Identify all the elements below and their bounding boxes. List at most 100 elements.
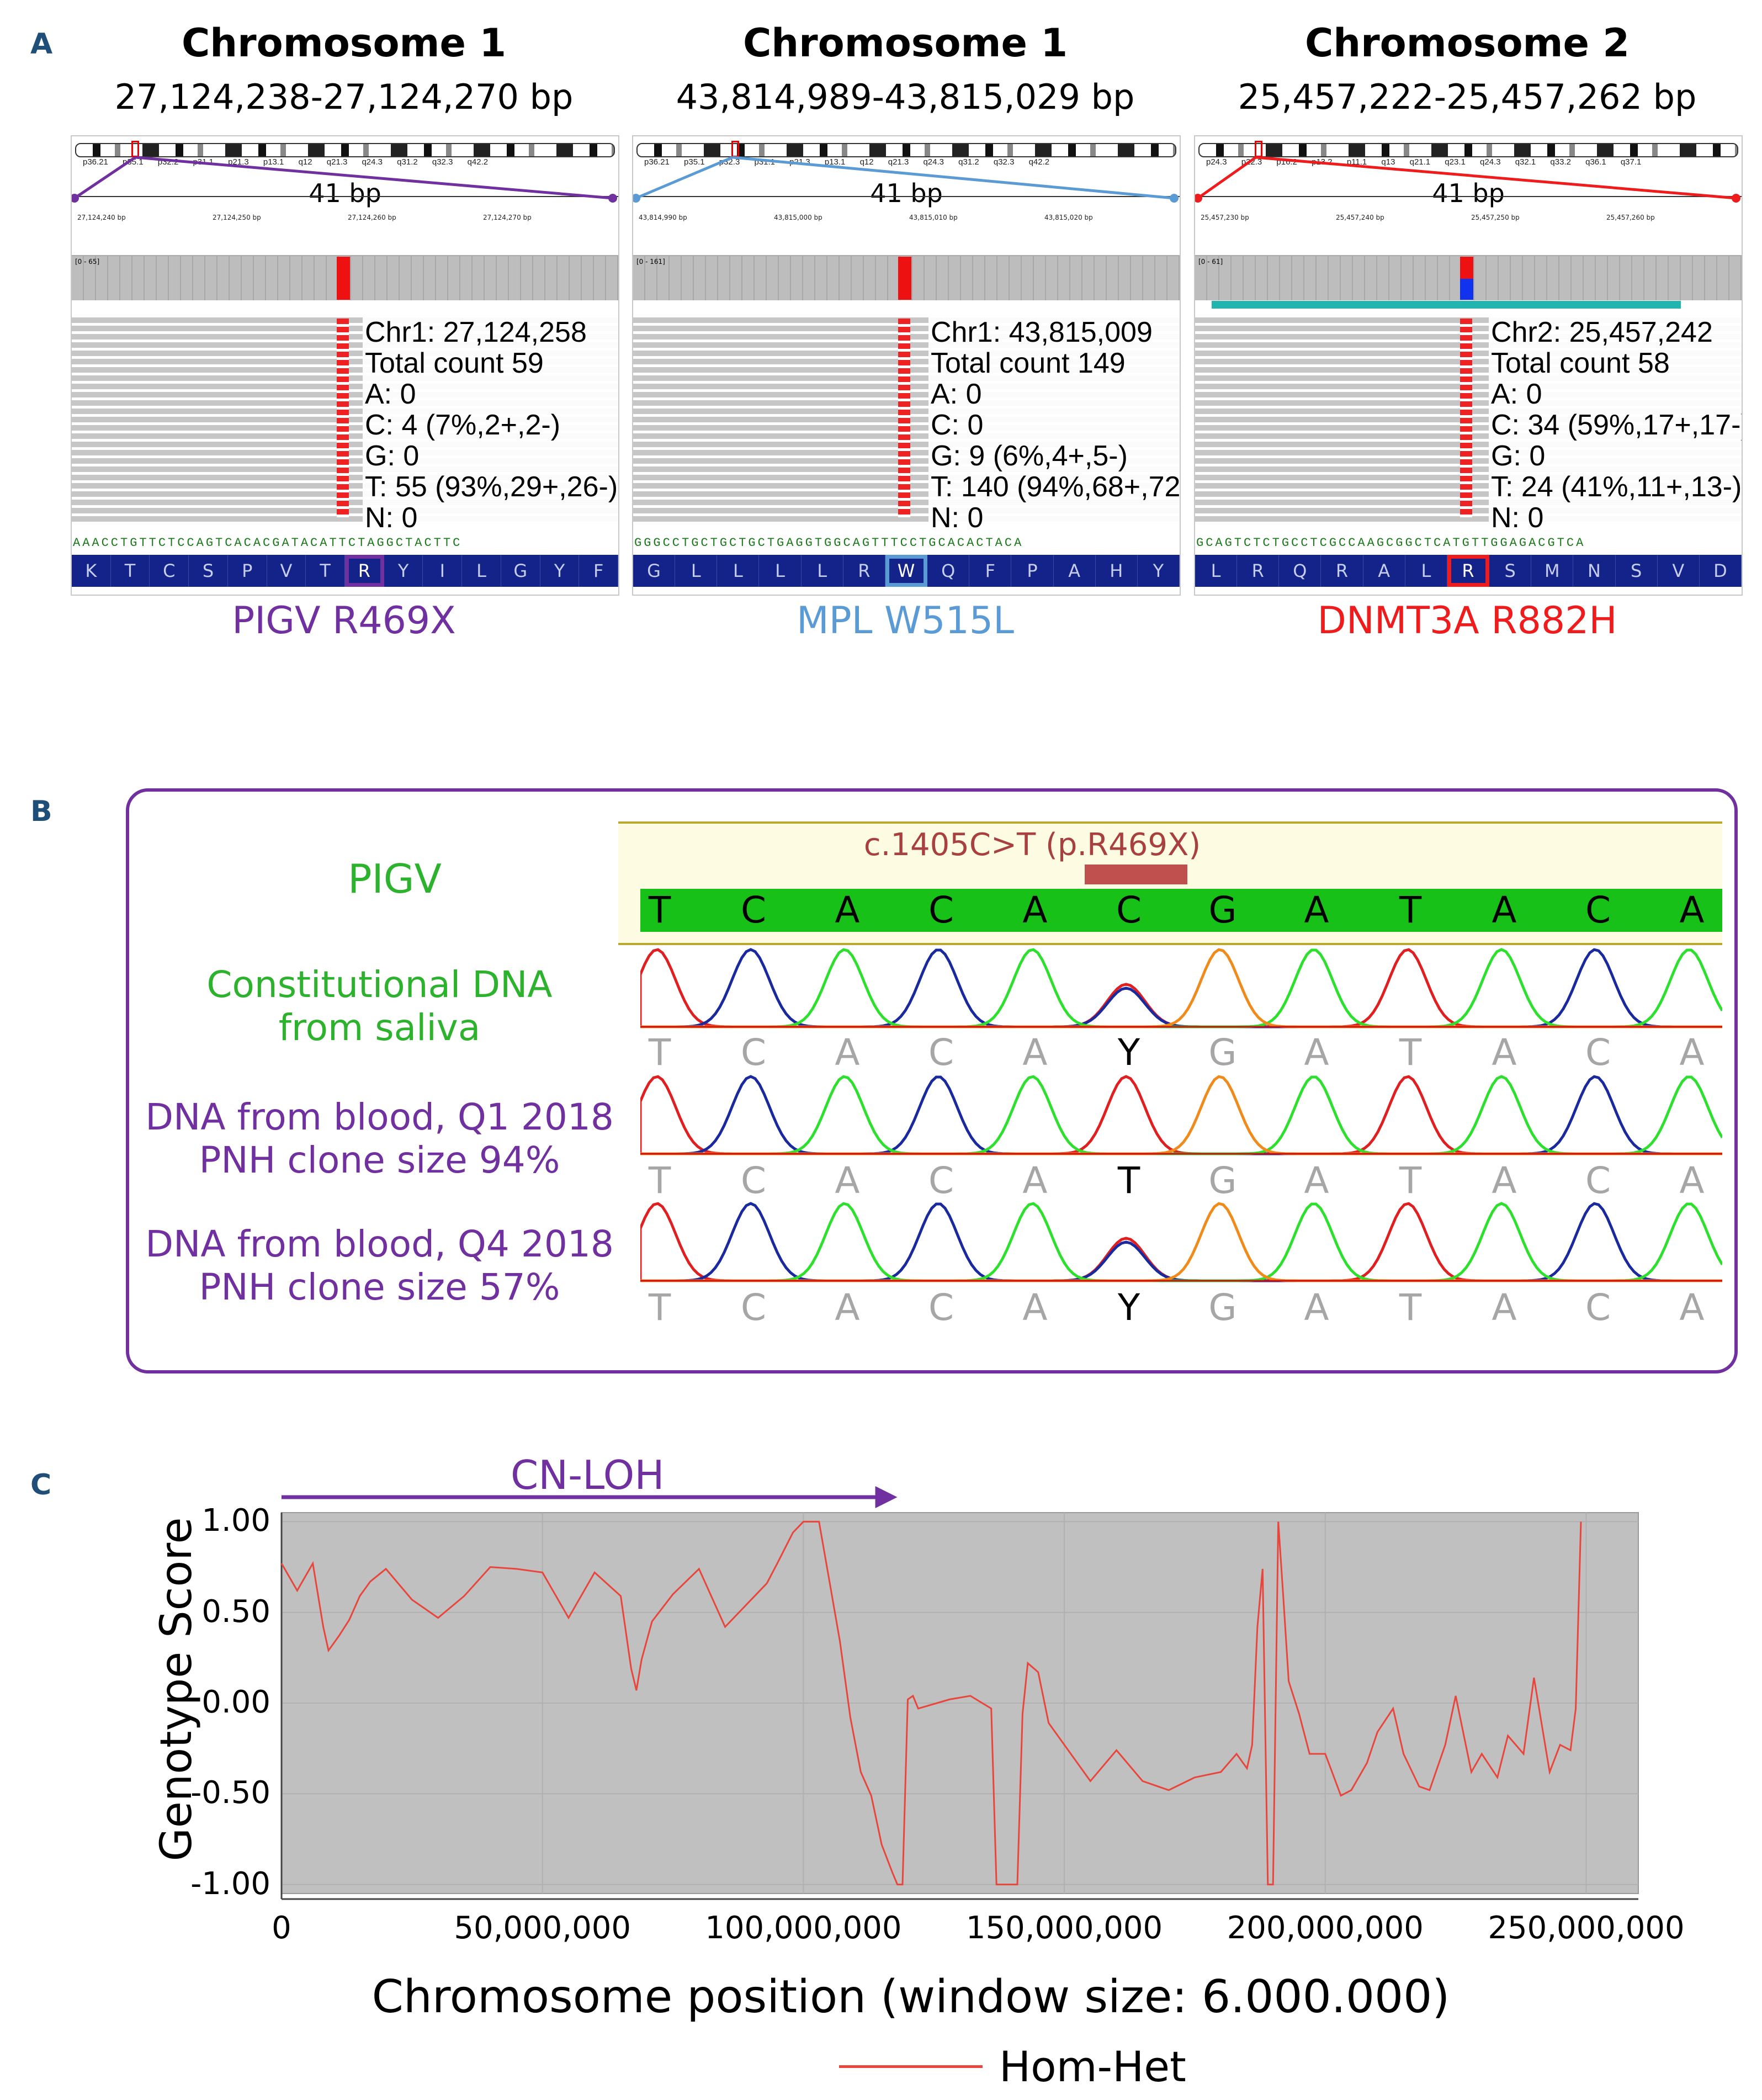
sample-label-line: Constitutional DNA bbox=[206, 963, 553, 1006]
base-call: T bbox=[648, 1286, 671, 1329]
y-axis-title: Genotype Score bbox=[152, 1517, 201, 1862]
popup-line: T: 55 (93%,29+,26-) bbox=[365, 471, 618, 503]
reference-sequence: GGGCCTGCTGCTGCTGAGGTGGCAGTTTCCTGCACACTAC… bbox=[634, 536, 1024, 550]
popup-line: G: 0 bbox=[365, 440, 420, 472]
zoom-arrow-line bbox=[73, 156, 136, 200]
base-call: A bbox=[835, 1286, 860, 1329]
zoom-arrow-head bbox=[72, 194, 79, 203]
position-label: 43,815,010 bp bbox=[909, 214, 958, 221]
popup-line: T: 24 (41%,11+,13-) bbox=[1491, 471, 1742, 503]
bp-label: 41 bp bbox=[72, 178, 618, 208]
chromosome-title: Chromosome 2 bbox=[1304, 20, 1630, 66]
popup-line: C: 0 bbox=[931, 409, 984, 441]
amino-acid: G bbox=[633, 555, 676, 587]
sample-label-line: DNA from blood, Q1 2018 bbox=[145, 1096, 614, 1138]
chromosome-ideogram bbox=[75, 143, 615, 157]
mutation-label: PIGV R469X bbox=[232, 599, 456, 643]
amino-acid: T bbox=[111, 555, 150, 587]
y-tick-label: 0.00 bbox=[201, 1684, 270, 1720]
base-call: C bbox=[740, 1031, 767, 1074]
amino-acid: C bbox=[150, 555, 189, 587]
ideogram-position-marker bbox=[131, 141, 139, 157]
base-call: T bbox=[648, 1031, 671, 1074]
igv-view: p36.21 p35.1 p32.2 p31.1 p21.3 p13.1 q12… bbox=[71, 135, 619, 596]
zoom-arrow-head bbox=[1732, 194, 1740, 203]
position-label: 27,124,270 bp bbox=[483, 214, 532, 221]
amino-acid: S bbox=[1616, 555, 1658, 587]
base-call: T bbox=[1399, 1159, 1422, 1202]
amino-acid: L bbox=[1195, 555, 1238, 587]
coverage-range-label: [0 - 65] bbox=[75, 258, 100, 266]
base-call: C bbox=[1585, 1031, 1611, 1074]
base-call: A bbox=[835, 1159, 860, 1202]
base-call: T bbox=[1117, 1159, 1140, 1202]
variant-marker bbox=[1085, 865, 1187, 884]
x-axis-title: Chromosome position (window size: 6.000.… bbox=[371, 1971, 1450, 2023]
base-call: C bbox=[928, 1286, 954, 1329]
reference-base: C bbox=[740, 889, 767, 931]
popup-line: N: 0 bbox=[931, 502, 984, 534]
amino-acid: R bbox=[1237, 555, 1280, 587]
base-call: Y bbox=[1117, 1031, 1140, 1074]
position-label: 43,815,000 bp bbox=[774, 214, 822, 221]
popup-line: Total count 149 bbox=[931, 347, 1126, 379]
chromosome-ideogram bbox=[636, 143, 1176, 157]
chromosome-title: Chromosome 1 bbox=[181, 20, 507, 66]
base-call: G bbox=[1208, 1031, 1237, 1074]
zoom-arrow-line bbox=[1255, 156, 1737, 200]
cnloh-label: CN-LOH bbox=[511, 1452, 665, 1498]
base-call: A bbox=[1679, 1286, 1705, 1329]
reference-sequence: AAACCTGTTCTCCAGTCACACGATACATTCTAGGCTACTT… bbox=[73, 536, 463, 550]
base-call: C bbox=[740, 1286, 767, 1329]
reference-base: A bbox=[1679, 889, 1705, 931]
amino-acid: Q bbox=[1279, 555, 1322, 587]
amino-acid: H bbox=[1096, 555, 1138, 587]
reference-base: A bbox=[1022, 889, 1048, 931]
bp-text: 41 bp bbox=[863, 178, 949, 208]
popup-line: N: 0 bbox=[1491, 502, 1544, 534]
amino-acid: R bbox=[1447, 555, 1490, 587]
sample-label: Constitutional DNA from saliva bbox=[127, 963, 632, 1049]
legend-line bbox=[839, 2065, 983, 2068]
position-label: 25,457,250 bp bbox=[1471, 214, 1520, 221]
position-label: 27,124,250 bp bbox=[213, 214, 261, 221]
panel-a-label: A bbox=[30, 28, 53, 61]
base-call: T bbox=[648, 1159, 671, 1202]
zoom-arrow-head bbox=[608, 194, 617, 203]
x-tick-label: 200,000,000 bbox=[1227, 1910, 1424, 1946]
popup-line: A: 0 bbox=[1491, 378, 1542, 410]
popup-line: A: 0 bbox=[931, 378, 982, 410]
teal-read bbox=[1212, 301, 1681, 309]
amino-acid: F bbox=[969, 555, 1012, 587]
sample-label-line: PNH clone size 57% bbox=[199, 1266, 560, 1308]
popup-line: G: 9 (6%,4+,5-) bbox=[931, 440, 1128, 472]
amino-acid: I bbox=[423, 555, 463, 587]
reference-base: T bbox=[1399, 889, 1422, 931]
x-tick-label: 150,000,000 bbox=[965, 1910, 1163, 1946]
legend-label: Hom-Het bbox=[999, 2041, 1186, 2091]
base-call: A bbox=[1022, 1031, 1048, 1074]
series-line bbox=[280, 1520, 1582, 1886]
cnloh-arrow-head bbox=[875, 1486, 898, 1508]
position-label: 27,124,240 bp bbox=[77, 214, 126, 221]
amino-acid: V bbox=[1658, 555, 1700, 587]
ruler-line bbox=[72, 196, 618, 197]
base-call: A bbox=[1022, 1286, 1048, 1329]
base-call: G bbox=[1208, 1159, 1237, 1202]
igv-view: p24.3 p22.3 p16.2 p13.2 p11.1 q13 q21.1 … bbox=[1194, 135, 1743, 596]
zoom-arrow-line bbox=[135, 156, 613, 200]
chromosome-ideogram bbox=[1198, 143, 1738, 157]
panel-b-frame bbox=[126, 788, 1738, 1374]
sample-label-line: PNH clone size 94% bbox=[199, 1139, 560, 1181]
reference-base: A bbox=[1304, 889, 1329, 931]
base-call: A bbox=[1492, 1159, 1517, 1202]
bp-label: 41 bp bbox=[633, 178, 1180, 208]
base-call: A bbox=[1304, 1286, 1329, 1329]
popup-line: Total count 59 bbox=[365, 347, 544, 379]
amino-acid: P bbox=[228, 555, 267, 587]
popup-line: G: 0 bbox=[1491, 440, 1546, 472]
amino-acid: V bbox=[267, 555, 306, 587]
